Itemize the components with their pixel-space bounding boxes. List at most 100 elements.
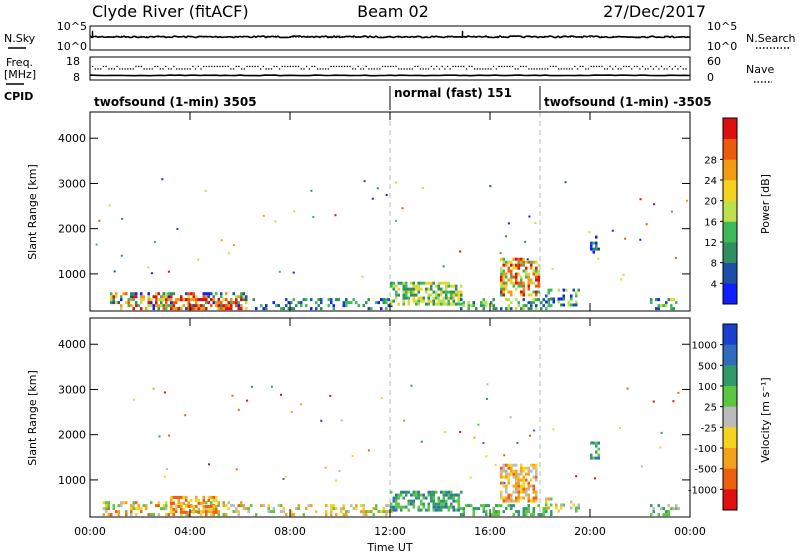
echo-cell [127, 304, 130, 308]
echo-cell [197, 298, 200, 302]
echo-cell [535, 499, 538, 503]
scatter-cell [619, 427, 621, 429]
nave-dot [628, 65, 630, 68]
echo-cell [517, 513, 520, 517]
echo-cell [202, 298, 205, 302]
scatter-cell [611, 229, 614, 232]
colorbar-tick-label: 24 [704, 176, 717, 187]
echo-cell [597, 447, 600, 451]
echo-cell [442, 493, 445, 497]
echo-cell [190, 504, 193, 508]
echo-cell [495, 513, 498, 517]
echo-cell [530, 281, 533, 285]
echo-cell [182, 501, 185, 505]
echo-cell [515, 478, 518, 482]
echo-cell [545, 300, 548, 304]
echo-cell [550, 304, 553, 308]
echo-cell [207, 295, 210, 299]
echo-cell [450, 290, 453, 294]
echo-cell [437, 499, 440, 503]
echo-cell [500, 493, 503, 497]
echo-cell [440, 499, 443, 503]
nave-dot [224, 65, 226, 68]
scatter-cell [95, 243, 98, 246]
echo-cell [175, 507, 178, 511]
echo-cell [187, 295, 190, 299]
xtick-label: 08:00 [274, 525, 306, 538]
echo-cell [500, 481, 503, 485]
echo-cell [550, 297, 553, 301]
nave-dot [639, 68, 641, 70]
echo-cell [440, 508, 443, 512]
echo-cell [195, 307, 198, 311]
echo-cell [507, 466, 510, 470]
echo-cell [522, 298, 525, 302]
scatter-cell [534, 222, 537, 224]
echo-cell [112, 298, 115, 302]
echo-cell [165, 304, 168, 308]
echo-cell [212, 295, 215, 299]
echo-cell [550, 510, 553, 514]
echo-cell [237, 304, 240, 308]
echo-cell [452, 293, 455, 297]
echo-cell [157, 504, 160, 508]
echo-cell [325, 513, 328, 517]
nave-dot [373, 68, 375, 70]
nave-dot [346, 65, 348, 68]
echo-cell [210, 513, 213, 517]
echo-cell [367, 307, 370, 311]
echo-cell [222, 307, 225, 311]
echo-cell [397, 281, 400, 285]
echo-cell [402, 293, 405, 297]
echo-cell [155, 504, 158, 508]
echo-cell [420, 296, 423, 300]
echo-cell [520, 484, 523, 488]
echo-cell [135, 507, 138, 511]
scatter-cell [486, 383, 489, 386]
power-ylabel: Slant Range [km] [26, 164, 39, 260]
echo-cell [517, 281, 520, 285]
echo-cell [425, 290, 428, 294]
echo-cell [530, 266, 533, 270]
nave-dot [287, 65, 289, 68]
echo-cell [110, 513, 113, 517]
nave-dot [384, 65, 386, 68]
echo-cell [440, 290, 443, 294]
echo-cell [170, 301, 173, 305]
echo-cell [207, 292, 210, 296]
echo-cell [102, 513, 105, 517]
echo-cell [527, 469, 530, 473]
nave-dot [598, 65, 600, 68]
nave-dot [571, 68, 573, 70]
echo-cell [517, 266, 520, 270]
echo-cell [432, 302, 435, 306]
echo-cell [410, 493, 413, 497]
echo-cell [442, 490, 445, 494]
echo-cell [107, 501, 110, 505]
echo-cell [227, 304, 230, 308]
echo-cell [120, 295, 123, 299]
echo-cell [390, 281, 393, 285]
echo-cell [495, 504, 498, 508]
echo-cell [502, 287, 505, 291]
echo-cell [500, 272, 503, 276]
echo-cell [425, 302, 428, 306]
nave-dot [455, 65, 457, 68]
echo-cell [167, 304, 170, 308]
echo-cell [230, 298, 233, 302]
echo-cell [282, 307, 285, 311]
echo-cell [115, 292, 118, 296]
echo-cell [310, 298, 313, 302]
echo-cell [340, 507, 343, 511]
echo-cell [297, 507, 300, 511]
echo-cell [462, 304, 465, 308]
echo-cell [195, 304, 198, 308]
echo-cell [190, 307, 193, 311]
nave-dot [268, 68, 270, 70]
echo-cell [437, 287, 440, 291]
echo-cell [532, 507, 535, 511]
nave-dot [604, 68, 606, 70]
echo-cell [527, 481, 530, 485]
echo-cell [512, 281, 515, 285]
